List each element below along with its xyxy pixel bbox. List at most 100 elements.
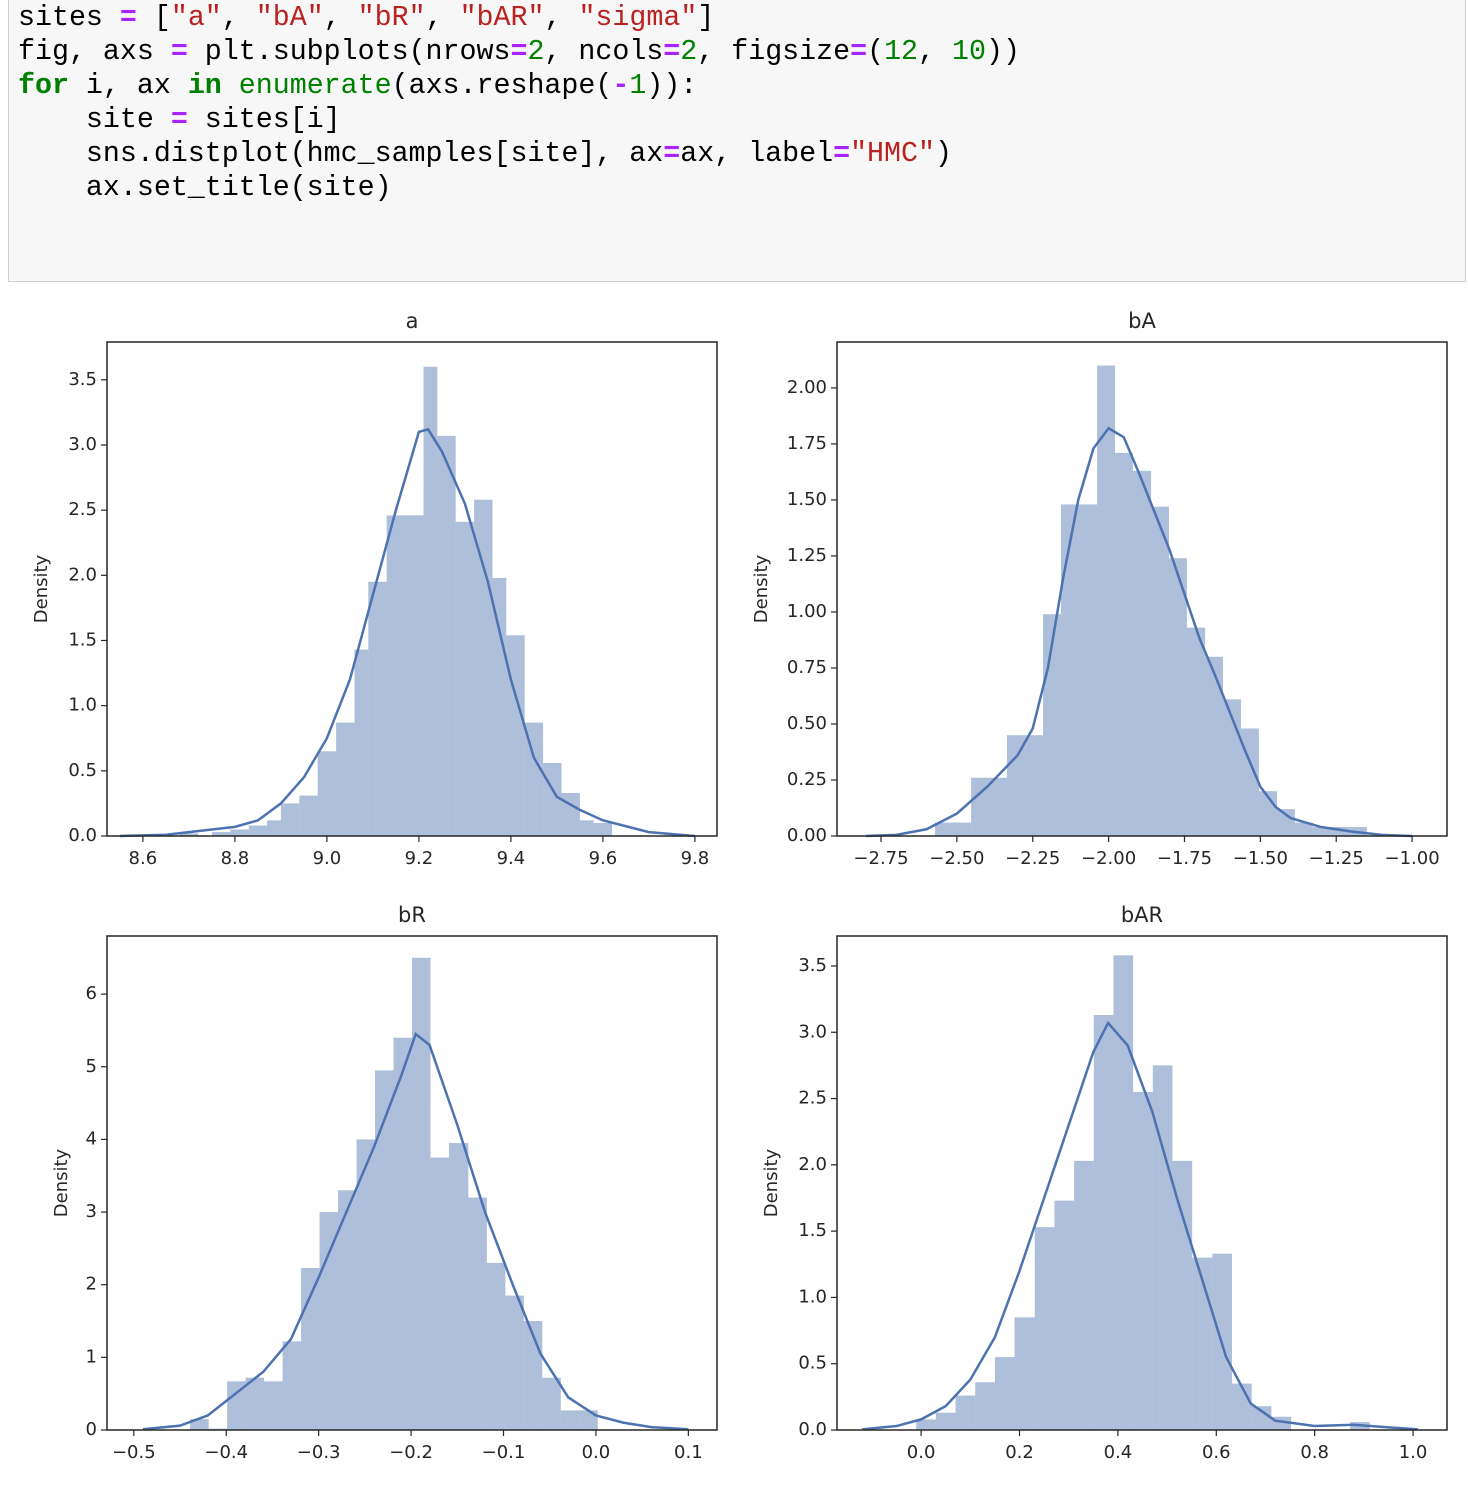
x-tick-label: 8.8 <box>221 848 250 869</box>
y-tick-label: 1.0 <box>68 695 97 716</box>
code-token: , <box>918 36 952 68</box>
histogram-bar <box>1132 470 1152 836</box>
chart-title: a <box>406 309 419 333</box>
histogram-bar <box>423 366 438 836</box>
code-token: 2 <box>527 36 545 68</box>
histogram-bar <box>935 1412 956 1430</box>
code-token: (axs.reshape( <box>391 70 613 102</box>
y-tick-label: 2.5 <box>798 1088 827 1109</box>
histogram-bar <box>1152 1065 1173 1430</box>
histogram-bar <box>430 1157 449 1430</box>
histogram-bar <box>336 722 355 836</box>
code-token: enumerate <box>238 70 392 102</box>
histogram-bar <box>524 722 544 836</box>
code-token: "sigma" <box>578 2 698 34</box>
code-token: [ <box>136 2 171 34</box>
histogram-bar <box>1331 827 1349 836</box>
histogram-bar <box>1006 735 1026 836</box>
y-tick-label: 3.5 <box>798 955 827 976</box>
histogram-bar <box>356 1139 376 1430</box>
code-cell[interactable]: sites = ["a", "bA", "bR", "bAR", "sigma"… <box>8 0 1466 282</box>
code-token: - <box>612 70 630 102</box>
histogram-bar <box>1251 1406 1272 1430</box>
y-tick-label: 3.0 <box>68 434 97 455</box>
histogram-bar <box>1093 1015 1114 1430</box>
x-tick-label: 9.8 <box>681 848 710 869</box>
code-token: i, ax <box>68 70 188 102</box>
x-tick-label: −2.75 <box>853 848 908 869</box>
x-tick-label: −0.2 <box>389 1442 433 1463</box>
histogram-bar <box>916 1419 936 1430</box>
x-tick-label: 0.0 <box>582 1442 611 1463</box>
y-tick-label: 1.50 <box>787 489 827 510</box>
histogram-bar <box>368 581 387 836</box>
histogram-bar <box>280 803 300 836</box>
code-token: 2 <box>680 36 698 68</box>
histogram-bar <box>989 777 1007 836</box>
y-tick-label: 0.75 <box>787 657 827 678</box>
y-tick-label: 1.5 <box>68 629 97 650</box>
y-tick-label: 4 <box>86 1128 97 1149</box>
x-tick-label: 8.6 <box>129 848 158 869</box>
code-token: = <box>663 36 681 68</box>
x-tick-label: 0.2 <box>1005 1442 1034 1463</box>
code-token: plt.subplots(nrows <box>187 36 511 68</box>
histogram-bar <box>264 1381 283 1430</box>
y-tick-label: 1 <box>86 1346 97 1367</box>
histogram-bar <box>506 635 525 836</box>
code-token: = <box>510 36 528 68</box>
y-tick-label: 0.0 <box>798 1419 827 1440</box>
histogram-bar <box>955 1395 976 1430</box>
histogram-bar <box>412 957 431 1430</box>
x-tick-label: 0.1 <box>674 1442 703 1463</box>
y-tick-label: 0.50 <box>787 713 827 734</box>
histogram-bar <box>1186 627 1206 836</box>
y-tick-label: 0.5 <box>68 760 97 781</box>
y-tick-label: 1.0 <box>798 1286 827 1307</box>
x-tick-label: 1.0 <box>1399 1442 1428 1463</box>
code-token: = <box>119 2 137 34</box>
histogram-bar <box>1114 452 1133 836</box>
x-tick-label: 0.0 <box>907 1442 936 1463</box>
x-tick-label: 9.2 <box>405 848 434 869</box>
code-token: , ncols <box>544 36 664 68</box>
code-token: "HMC" <box>850 138 935 170</box>
histogram-bar <box>971 777 990 836</box>
code-token: ) <box>934 138 952 170</box>
y-tick-label: 3.0 <box>798 1021 827 1042</box>
x-tick-label: −2.00 <box>1081 848 1136 869</box>
histogram-bar <box>543 763 562 836</box>
axes-frame <box>836 341 1448 837</box>
histogram-bar <box>455 521 475 836</box>
axes-frame <box>836 935 1448 1431</box>
histogram-bar <box>935 822 953 836</box>
x-tick-label: −1.25 <box>1309 848 1364 869</box>
code-token: 10 <box>952 36 986 68</box>
histogram-bar <box>542 1377 561 1430</box>
histogram-bar <box>190 1419 209 1430</box>
histogram-bar <box>474 499 493 836</box>
x-tick-label: −0.4 <box>204 1442 248 1463</box>
code-line: sns.distplot(hmc_samples[site], ax=ax, l… <box>18 137 1465 171</box>
histogram-bar <box>211 832 231 836</box>
axes-frame <box>106 935 718 1431</box>
x-tick-label: −0.3 <box>297 1442 341 1463</box>
histogram-bar <box>1034 1227 1055 1430</box>
histogram-bar <box>393 1037 412 1430</box>
code-token: 12 <box>884 36 919 68</box>
code-token: = <box>833 138 851 170</box>
y-tick-label: 3 <box>86 1201 97 1222</box>
histogram-bar <box>299 795 318 836</box>
y-tick-label: 2.0 <box>798 1154 827 1175</box>
histogram-bar <box>952 822 972 836</box>
x-tick-label: −2.50 <box>929 848 984 869</box>
histogram-bar <box>448 1143 469 1430</box>
code-token: in <box>187 70 222 102</box>
code-token: = <box>170 36 188 68</box>
chart-title: bA <box>1128 309 1156 333</box>
kde-line <box>142 1032 689 1431</box>
histogram-bar <box>1054 1200 1075 1430</box>
histogram-bar <box>1192 1257 1213 1430</box>
histogram-bar <box>1172 1160 1193 1430</box>
